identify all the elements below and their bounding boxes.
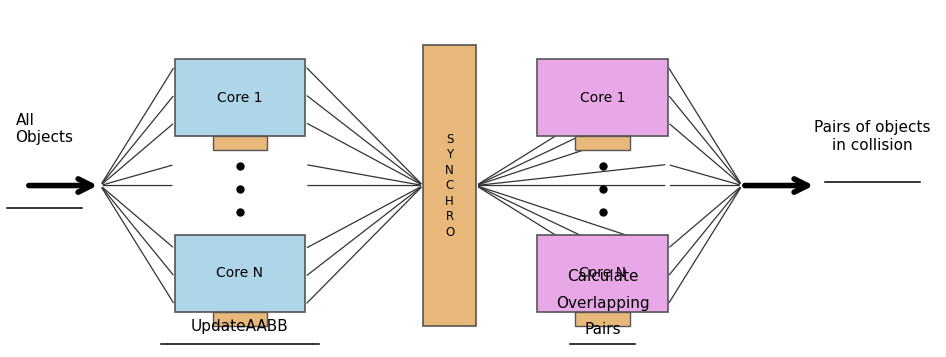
Text: All
Objects: All Objects xyxy=(16,113,74,146)
Text: Core 1: Core 1 xyxy=(218,91,263,105)
Text: S
Y
N
C
H
R
O: S Y N C H R O xyxy=(445,132,454,238)
Text: Calculate: Calculate xyxy=(567,270,639,285)
Text: Pairs of objects
in collision: Pairs of objects in collision xyxy=(814,120,931,152)
Text: Pairs: Pairs xyxy=(585,322,621,337)
FancyBboxPatch shape xyxy=(575,312,630,326)
Text: Core N: Core N xyxy=(579,266,626,280)
FancyBboxPatch shape xyxy=(575,136,630,150)
FancyBboxPatch shape xyxy=(175,59,305,136)
Text: Core N: Core N xyxy=(217,266,263,280)
Text: UpdateAABB: UpdateAABB xyxy=(191,318,289,333)
FancyBboxPatch shape xyxy=(423,45,476,326)
FancyBboxPatch shape xyxy=(213,136,267,150)
FancyBboxPatch shape xyxy=(537,235,668,312)
FancyBboxPatch shape xyxy=(537,59,668,136)
Text: Core 1: Core 1 xyxy=(580,91,625,105)
FancyBboxPatch shape xyxy=(213,312,267,326)
Text: Overlapping: Overlapping xyxy=(555,296,649,311)
FancyBboxPatch shape xyxy=(175,235,305,312)
